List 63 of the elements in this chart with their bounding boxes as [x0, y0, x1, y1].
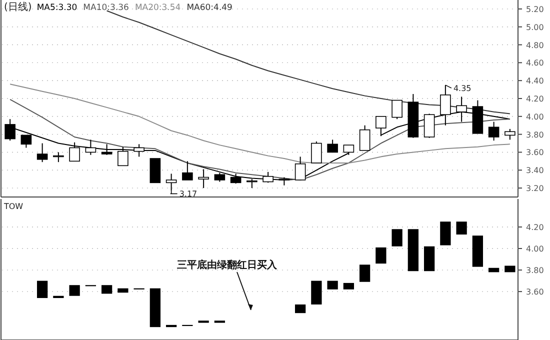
candlestick — [359, 124, 370, 151]
bar — [69, 285, 80, 296]
candlestick — [85, 139, 96, 156]
bar — [488, 268, 500, 272]
bar — [504, 266, 516, 272]
y-tick-label: 4.00 — [526, 112, 544, 122]
y-tick-label: 4.40 — [526, 76, 544, 86]
y-tick-label: 4.60 — [526, 58, 544, 68]
bar — [150, 288, 161, 328]
y-tick-label: 3.60 — [526, 148, 544, 158]
text: MA20:3.54 — [134, 3, 181, 13]
bar — [53, 296, 64, 298]
annotation: 4.35 — [453, 84, 472, 94]
candlestick — [343, 144, 354, 156]
bar — [294, 304, 306, 314]
text: MA5:3.30 — [36, 3, 78, 13]
bar — [456, 222, 467, 235]
y-tick-label: 5.20 — [526, 4, 544, 14]
bar — [472, 236, 484, 267]
y-tick-label: 4.80 — [526, 40, 544, 50]
candlestick — [392, 100, 402, 120]
y-tick-label: 4.00 — [526, 244, 544, 254]
bar — [392, 229, 402, 246]
chart-title: TOW — [3, 202, 24, 211]
candlestick — [134, 144, 144, 158]
candlestick — [327, 139, 338, 153]
candlestick — [36, 142, 48, 163]
annotation: 3.17 — [179, 190, 198, 199]
bar — [118, 288, 128, 293]
candlestick — [182, 160, 193, 180]
bar — [36, 280, 48, 298]
bar — [376, 247, 386, 264]
y-tick-label: 3.80 — [526, 266, 544, 276]
bar — [359, 264, 370, 282]
candlestick — [376, 116, 386, 137]
candlestick — [504, 128, 516, 140]
candlestick — [488, 121, 500, 142]
annotation: 三平底由绿翻红日买入 — [177, 259, 278, 271]
bar — [424, 246, 435, 272]
y-tick-label: 3.80 — [526, 130, 544, 140]
y-tick-label: 3.40 — [526, 166, 544, 176]
bar — [343, 282, 354, 290]
bar — [440, 222, 451, 246]
candlestick — [53, 152, 64, 163]
bar — [166, 324, 177, 328]
bar — [327, 280, 338, 290]
y-tick-label: 4.20 — [526, 222, 544, 232]
y-tick-label: 5.00 — [526, 22, 544, 32]
candlestick — [311, 140, 322, 164]
candlestick — [118, 146, 128, 166]
bar — [101, 285, 112, 294]
y-tick-label: 3.20 — [526, 184, 544, 194]
bar — [408, 229, 419, 272]
bar — [311, 280, 322, 304]
candlestick — [20, 134, 32, 148]
y-tick-label: 4.20 — [526, 94, 544, 104]
candlestick — [69, 142, 80, 162]
chart-title: (日线) — [4, 1, 32, 13]
y-tick-label: 3.60 — [526, 288, 544, 297]
text: MA10:3.36 — [83, 3, 129, 13]
text: MA60:4.49 — [186, 3, 232, 13]
line-series — [106, 10, 510, 114]
candlestick — [101, 144, 112, 156]
